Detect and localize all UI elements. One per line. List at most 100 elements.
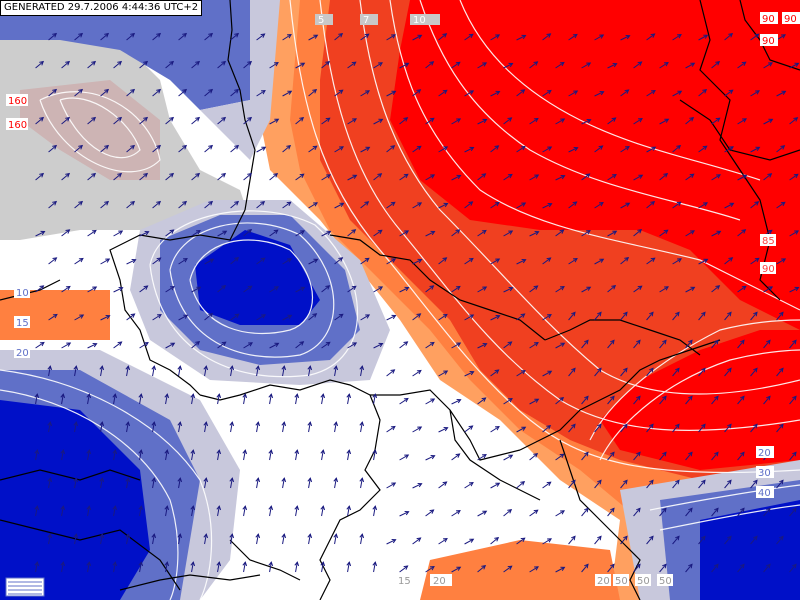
wind-arrow <box>633 563 641 573</box>
wind-arrow <box>152 88 162 97</box>
wind-arrow <box>47 421 53 433</box>
wind-arrow <box>269 172 279 181</box>
wind-arrow <box>672 34 682 41</box>
wind-arrow <box>334 202 345 209</box>
wind-arrow <box>620 202 631 209</box>
wind-arrow <box>438 313 448 321</box>
wind-arrow <box>99 365 105 377</box>
contour-label-group: 5 7 10 15 20 20 50 50 50 90 90 90 85 <box>6 12 800 587</box>
wind-arrow <box>438 481 448 489</box>
wind-arrow <box>346 505 352 517</box>
wind-arrow <box>724 202 735 209</box>
wind-arrow <box>282 201 292 209</box>
wind-arrow <box>555 118 566 125</box>
wind-arrow <box>334 146 344 153</box>
wind-arrow <box>151 421 157 433</box>
wind-arrow <box>451 118 462 125</box>
wind-arrow <box>126 144 136 153</box>
positive-field-core-south <box>600 330 800 470</box>
wind-arrow <box>451 398 462 405</box>
wind-arrow <box>737 61 747 69</box>
wind-arrow <box>438 89 448 97</box>
wind-arrow <box>230 144 240 153</box>
wind-arrow <box>268 505 274 517</box>
wind-arrow <box>373 62 383 69</box>
wind-arrow <box>359 533 365 545</box>
wind-arrow <box>607 174 617 181</box>
wind-arrow <box>490 536 500 545</box>
wind-arrow <box>282 144 292 153</box>
wind-arrow <box>516 202 527 209</box>
wind-arrow <box>308 88 318 97</box>
wind-arrow <box>581 230 591 237</box>
wind-arrow <box>451 229 461 237</box>
wind-arrow <box>35 341 45 349</box>
negative-field-north <box>0 0 250 110</box>
wind-arrow <box>100 200 110 209</box>
wind-arrow <box>568 479 576 489</box>
contour-label: 15 <box>16 318 29 329</box>
wind-arrow <box>776 479 784 489</box>
wind-arrow <box>333 365 339 377</box>
wind-arrow <box>555 453 565 461</box>
wind-arrow <box>789 117 799 125</box>
wind-arrow <box>204 144 214 153</box>
wind-arrow <box>464 482 474 489</box>
wind-arrow <box>685 62 696 69</box>
wind-arrow <box>633 395 641 405</box>
wind-arrow <box>503 230 514 237</box>
wind-arrow <box>529 174 540 181</box>
wind-arrow <box>737 563 745 573</box>
wind-arrow <box>320 393 326 405</box>
wind-arrow <box>307 533 313 545</box>
wind-arrow <box>230 88 240 97</box>
wind-arrow <box>203 421 209 433</box>
wind-arrow <box>568 258 578 265</box>
wind-arrow <box>763 507 771 517</box>
wind-arrow <box>386 369 396 377</box>
wind-arrow <box>281 477 287 489</box>
wind-arrow <box>750 257 760 265</box>
wind-arrow-field <box>34 32 800 573</box>
wind-arrow <box>659 172 669 181</box>
wind-arrow <box>581 173 591 181</box>
wind-arrow <box>724 32 734 41</box>
wind-arrow <box>86 505 92 517</box>
wind-arrow <box>412 537 422 545</box>
wind-arrow <box>191 116 201 125</box>
wind-arrow <box>646 90 656 97</box>
contour-label: 90 <box>762 14 775 25</box>
wind-arrow <box>698 258 709 265</box>
generated-timestamp-label: GENERATED 29.7.2006 4:44:36 UTC+2 <box>0 0 203 16</box>
wind-arrow <box>100 258 111 265</box>
wind-arrow <box>126 200 136 209</box>
wind-arrow <box>516 89 526 97</box>
wind-arrow <box>372 505 378 517</box>
wind-arrow <box>112 393 118 405</box>
wind-arrow <box>672 144 682 153</box>
contour-label: 50 <box>615 576 628 587</box>
wind-arrow <box>555 286 565 293</box>
wind-arrow <box>360 201 370 209</box>
wind-arrow <box>113 116 123 125</box>
wind-arrow <box>529 117 539 125</box>
wind-arrow <box>568 90 579 97</box>
wind-arrow <box>477 229 487 237</box>
wind-arrow <box>256 200 266 209</box>
wind-arrow <box>737 229 747 237</box>
wind-arrow <box>763 173 773 181</box>
legend-icon <box>5 577 45 597</box>
wind-arrow <box>451 453 461 461</box>
wind-arrow <box>191 230 201 237</box>
wind-arrow <box>555 61 565 69</box>
wind-arrow <box>74 88 84 97</box>
wind-arrow <box>503 398 513 405</box>
wind-arrow <box>230 200 240 209</box>
wind-arrow <box>594 145 604 153</box>
contour-label: 160 <box>8 120 27 131</box>
wind-arrow <box>48 32 58 41</box>
wind-arrow <box>60 505 66 517</box>
wind-arrow <box>594 311 602 321</box>
wind-arrow <box>295 230 305 237</box>
